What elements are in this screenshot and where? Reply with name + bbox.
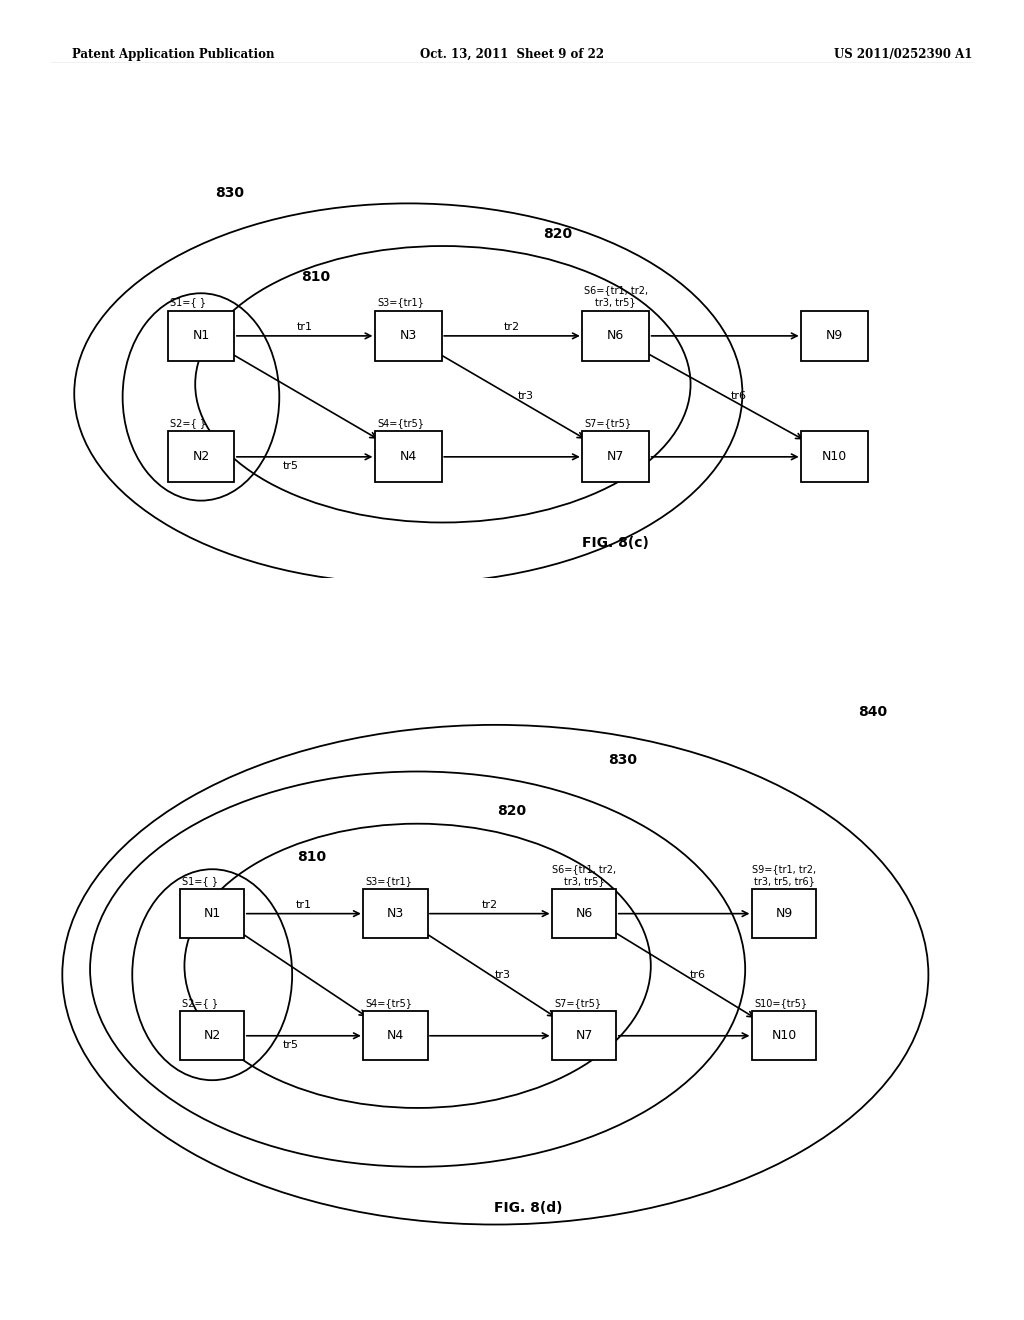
Text: US 2011/0252390 A1: US 2011/0252390 A1 (835, 48, 973, 61)
FancyBboxPatch shape (801, 310, 868, 362)
Text: tr6: tr6 (731, 391, 746, 401)
Text: tr1: tr1 (296, 900, 311, 909)
Text: S4={tr5}: S4={tr5} (366, 998, 413, 1008)
Text: S7={tr5}: S7={tr5} (554, 998, 601, 1008)
Text: 820: 820 (498, 804, 526, 818)
Text: N3: N3 (387, 907, 404, 920)
Text: S6={tr1, tr2,
tr3, tr5}: S6={tr1, tr2, tr3, tr5} (552, 865, 616, 886)
FancyBboxPatch shape (752, 890, 816, 939)
FancyBboxPatch shape (364, 1011, 428, 1060)
Text: N7: N7 (575, 1030, 593, 1043)
Text: N2: N2 (193, 450, 210, 463)
FancyBboxPatch shape (364, 890, 428, 939)
FancyBboxPatch shape (583, 432, 649, 482)
Text: S7={tr5}: S7={tr5} (585, 418, 632, 428)
Text: tr3: tr3 (518, 391, 534, 401)
Text: 830: 830 (215, 186, 245, 199)
Text: N3: N3 (399, 330, 417, 342)
Text: N1: N1 (193, 330, 210, 342)
FancyBboxPatch shape (552, 890, 616, 939)
Text: S3={tr1}: S3={tr1} (377, 297, 424, 308)
FancyBboxPatch shape (552, 1011, 616, 1060)
Text: N10: N10 (822, 450, 847, 463)
Text: Oct. 13, 2011  Sheet 9 of 22: Oct. 13, 2011 Sheet 9 of 22 (420, 48, 604, 61)
Text: N10: N10 (771, 1030, 797, 1043)
Text: S10={tr5}: S10={tr5} (754, 998, 807, 1008)
Text: 810: 810 (302, 271, 331, 284)
Text: N7: N7 (607, 450, 625, 463)
FancyBboxPatch shape (375, 432, 441, 482)
FancyBboxPatch shape (801, 432, 868, 482)
Text: N9: N9 (775, 907, 793, 920)
Text: 830: 830 (608, 754, 638, 767)
Text: S1={ }: S1={ } (182, 876, 218, 886)
Text: S2={ }: S2={ } (182, 998, 218, 1008)
Text: N4: N4 (387, 1030, 404, 1043)
Text: N1: N1 (204, 907, 221, 920)
Text: 810: 810 (298, 850, 327, 863)
Text: 840: 840 (858, 705, 888, 719)
FancyBboxPatch shape (180, 890, 245, 939)
Text: tr6: tr6 (689, 970, 706, 979)
Text: S6={tr1, tr2,
tr3, tr5}: S6={tr1, tr2, tr3, tr5} (584, 285, 648, 308)
Text: S1={ }: S1={ } (170, 297, 206, 308)
Text: Patent Application Publication: Patent Application Publication (72, 48, 274, 61)
Text: tr2: tr2 (504, 322, 520, 331)
Text: S4={tr5}: S4={tr5} (377, 418, 424, 428)
Text: N2: N2 (204, 1030, 221, 1043)
Text: 820: 820 (544, 227, 572, 242)
Text: N6: N6 (607, 330, 625, 342)
Text: tr5: tr5 (283, 1040, 298, 1049)
Text: FIG. 8(d): FIG. 8(d) (495, 1201, 563, 1214)
Text: FIG. 8(c): FIG. 8(c) (583, 536, 649, 550)
FancyBboxPatch shape (168, 432, 234, 482)
Text: S9={tr1, tr2,
tr3, tr5, tr6}: S9={tr1, tr2, tr3, tr5, tr6} (752, 865, 816, 886)
Text: S2={ }: S2={ } (170, 418, 206, 428)
Text: S3={tr1}: S3={tr1} (366, 876, 413, 886)
Text: tr1: tr1 (297, 322, 312, 331)
Text: tr3: tr3 (496, 970, 511, 979)
Text: N4: N4 (399, 450, 417, 463)
FancyBboxPatch shape (168, 310, 234, 362)
FancyBboxPatch shape (583, 310, 649, 362)
Text: N6: N6 (575, 907, 593, 920)
Text: N9: N9 (826, 330, 843, 342)
FancyBboxPatch shape (752, 1011, 816, 1060)
Text: tr2: tr2 (481, 900, 498, 909)
Text: tr5: tr5 (283, 461, 299, 471)
FancyBboxPatch shape (375, 310, 441, 362)
FancyBboxPatch shape (180, 1011, 245, 1060)
